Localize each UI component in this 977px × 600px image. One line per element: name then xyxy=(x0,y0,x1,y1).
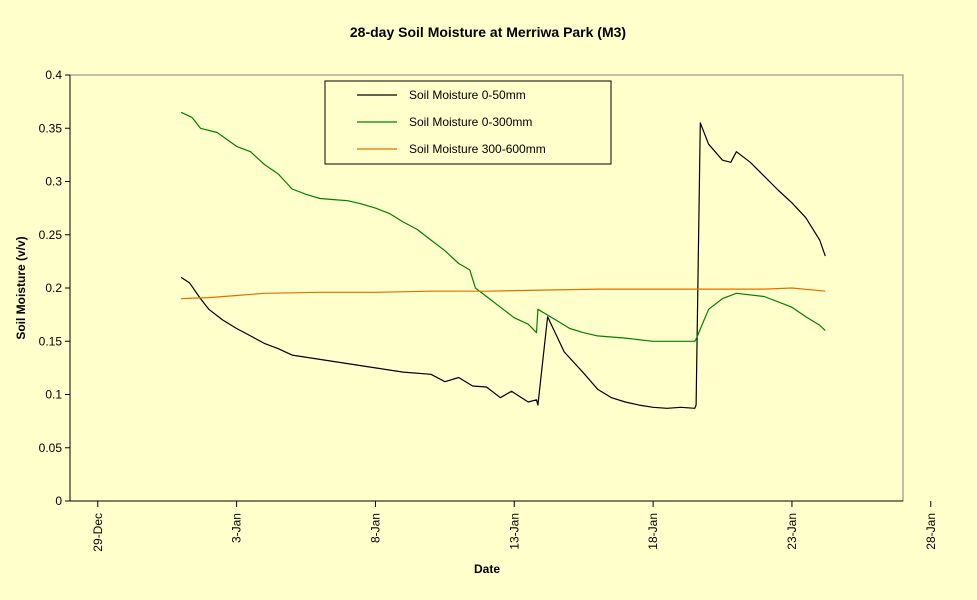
series-line-3 xyxy=(181,287,826,300)
x-tick-label: 3-Jan xyxy=(230,513,244,543)
series-line-1 xyxy=(180,122,826,409)
x-tick-label: 18-Jan xyxy=(646,513,660,550)
y-axis-label: Soil Moisture (v/v) xyxy=(14,236,28,339)
legend: Soil Moisture 0-50mm Soil Moisture 0-300m… xyxy=(324,80,612,165)
legend-label-3: Soil Moisture 300-600mm xyxy=(409,142,546,156)
y-tick-label: 0.4 xyxy=(45,68,62,82)
y-tick-label: 0.35 xyxy=(39,121,63,135)
x-axis-label: Date xyxy=(474,562,500,576)
x-tick-label: 8-Jan xyxy=(368,513,382,543)
chart-title: 28-day Soil Moisture at Merriwa Park (M3… xyxy=(350,24,626,40)
y-tick-label: 0.1 xyxy=(45,388,62,402)
y-tick-label: 0.15 xyxy=(39,334,63,348)
y-tick-label: 0.25 xyxy=(39,228,63,242)
y-tick-label: 0 xyxy=(55,494,62,508)
x-tick-label: 23-Jan xyxy=(785,513,799,550)
series-line-2 xyxy=(180,111,826,342)
y-tick-label: 0.2 xyxy=(45,281,62,295)
x-tick-label: 13-Jan xyxy=(507,513,521,550)
x-tick-label: 29-Dec xyxy=(91,513,105,552)
legend-label-1: Soil Moisture 0-50mm xyxy=(409,88,526,102)
x-tick-label: 28-Jan xyxy=(924,513,938,550)
legend-label-2: Soil Moisture 0-300mm xyxy=(409,115,532,129)
y-tick-label: 0.3 xyxy=(45,175,62,189)
y-tick-label: 0.05 xyxy=(39,441,63,455)
